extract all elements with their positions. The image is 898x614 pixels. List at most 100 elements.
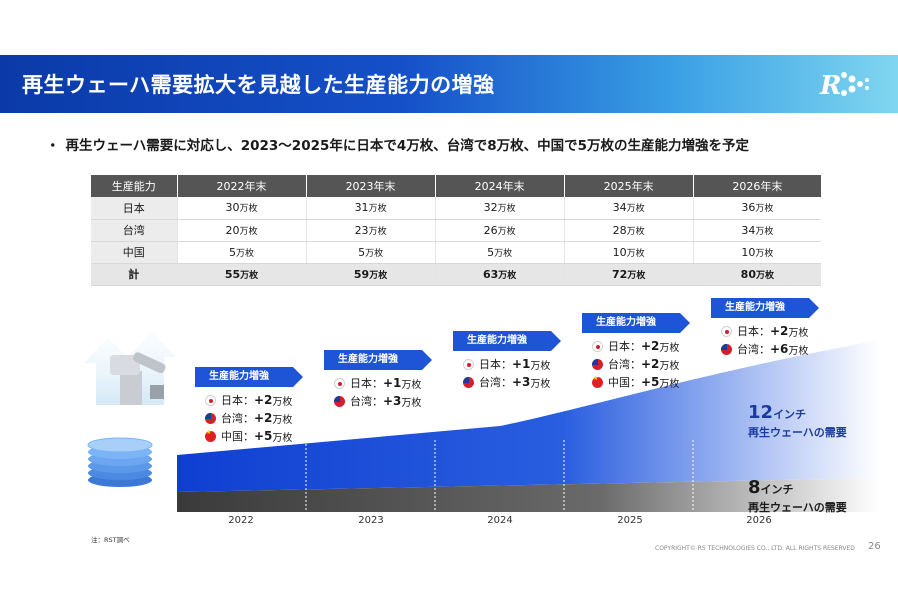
cell-value: 36	[741, 201, 756, 215]
row-label: 中国	[91, 241, 177, 264]
cell-value: 26	[483, 223, 498, 237]
bullet-text: 再生ウェーハ需要に対応し、2023～2025年に日本で4万枚、台湾で8万枚、中国…	[65, 138, 750, 154]
increase-unit: 万枚	[530, 378, 551, 390]
header-cell: 2023年末	[305, 175, 436, 197]
cell-value: 5	[229, 245, 237, 259]
increase-item: 台湾： +2 万枚	[582, 355, 698, 373]
slide: 再生ウェーハ需要拡大を見越した生産能力の増強 R ・再生ウェーハ需要に対応し、2…	[0, 55, 898, 555]
cell-unit: 万枚	[497, 226, 516, 237]
cell-unit: 万枚	[627, 270, 646, 281]
legend-12-number: 12	[748, 402, 774, 423]
cell-value: 10	[741, 245, 756, 259]
legend-12-unit: インチ	[773, 408, 807, 421]
cell-unit: 万枚	[626, 226, 645, 237]
increase-item: 日本： +2 万枚	[711, 322, 827, 340]
increase-item: 台湾： +2 万枚	[195, 409, 311, 427]
increase-unit: 万枚	[788, 345, 809, 357]
cell-value: 63	[482, 267, 499, 281]
table-cell: 30万枚	[176, 197, 307, 220]
x-tick-label: 2025	[617, 515, 643, 526]
separator: ：	[372, 377, 383, 390]
increase-item: 台湾： +3 万枚	[324, 392, 440, 410]
table-cell: 31万枚	[305, 197, 436, 220]
increase-item: 日本： +1 万枚	[324, 374, 440, 392]
cell-value: 5	[358, 245, 366, 259]
country-label: 中国	[608, 376, 630, 389]
separator: ：	[243, 430, 254, 443]
table-cell: 23万枚	[305, 219, 436, 242]
cell-unit: 万枚	[755, 204, 774, 215]
increase-unit: 万枚	[401, 397, 422, 409]
increase-box-2026: 生産能力増強 日本： +2 万枚 台湾： +6 万枚	[711, 298, 827, 358]
table-row: 中国 5万枚 5万枚 5万枚 10万枚 10万枚	[91, 241, 821, 264]
table-cell: 28万枚	[563, 219, 694, 242]
header-cell: 2022年末	[176, 175, 307, 197]
cell-value: 23	[354, 223, 369, 237]
cell-value: 34	[741, 223, 756, 237]
separator: ：	[759, 343, 770, 356]
japan-flag-icon	[592, 340, 603, 352]
increase-box-2024: 生産能力増強 日本： +1 万枚 台湾： +3 万枚	[453, 331, 569, 391]
cell-value: 28	[612, 223, 627, 237]
cell-unit: 万枚	[236, 248, 255, 259]
increase-heading: 生産能力増強	[582, 313, 690, 333]
increase-item: 日本： +2 万枚	[195, 391, 311, 409]
table-cell: 34万枚	[563, 197, 694, 220]
separator: ：	[243, 394, 254, 407]
japan-flag-icon	[334, 377, 345, 389]
cell-value: 5	[487, 245, 495, 259]
increase-value: +5	[641, 375, 660, 389]
cell-value: 34	[612, 201, 627, 215]
copyright-text: COPYRIGHT© RS TECHNOLOGIES CO., LTD. ALL…	[655, 545, 855, 552]
increase-item: 台湾： +6 万枚	[711, 340, 827, 358]
row-label: 日本	[91, 197, 177, 220]
cell-value: 32	[483, 201, 498, 215]
table-cell: 72万枚	[563, 263, 694, 286]
table-cell: 26万枚	[434, 219, 565, 242]
area-series	[177, 340, 880, 512]
cell-unit: 万枚	[365, 248, 384, 259]
table-cell: 80万枚	[692, 263, 821, 286]
separator: ：	[501, 358, 512, 371]
slide-title: 再生ウェーハ需要拡大を見越した生産能力の増強	[22, 73, 495, 97]
increase-heading: 生産能力増強	[324, 350, 432, 370]
country-label: 台湾	[350, 395, 372, 408]
separator: ：	[630, 340, 641, 353]
increase-value: +1	[512, 357, 531, 371]
increase-value: +2	[641, 339, 660, 353]
cell-unit: 万枚	[240, 270, 259, 281]
country-label: 台湾	[608, 358, 630, 371]
country-label: 日本	[608, 340, 630, 353]
x-tick-label: 2026	[746, 515, 772, 526]
separator: ：	[630, 358, 641, 371]
cell-unit: 万枚	[626, 204, 645, 215]
demand-chart	[84, 331, 880, 512]
increase-value: +6	[770, 342, 789, 356]
legend-12-subtitle: 再生ウェーハの需要	[748, 426, 847, 439]
increase-value: +2	[770, 324, 789, 338]
country-label: 台湾	[737, 343, 759, 356]
increase-unit: 万枚	[659, 342, 680, 354]
robot-arm-icon	[110, 352, 166, 405]
increase-item: 中国：+5万枚	[582, 373, 698, 391]
row-label: 台湾	[91, 219, 177, 242]
table-cell: 20万枚	[176, 219, 307, 242]
cell-value: 55	[224, 267, 241, 281]
increase-unit: 万枚	[659, 378, 680, 390]
separator: ：	[243, 412, 254, 425]
increase-box-2025: 生産能力増強 日本：+2万枚 台湾：+2万枚 中国：+5万枚	[582, 313, 698, 391]
table-total-row: 計 55万枚 59万枚 63万枚 72万枚 80万枚	[91, 263, 821, 286]
table-header-row: 生産能力 2022年末 2023年末 2024年末 2025年末 2026年末	[91, 175, 821, 197]
year-dividers	[305, 440, 694, 512]
increase-unit: 万枚	[272, 396, 293, 408]
row-label: 計	[91, 263, 177, 286]
separator: ：	[501, 376, 512, 389]
legend-12inch: 12インチ 再生ウェーハの需要	[748, 402, 847, 440]
country-label: 日本	[479, 358, 501, 371]
increase-heading: 生産能力増強	[453, 331, 561, 351]
country-label: 台湾	[221, 412, 243, 425]
taiwan-flag-icon	[463, 376, 474, 388]
increase-unit: 万枚	[401, 379, 422, 391]
wafer-stack-icon	[87, 437, 153, 487]
increase-box-2023: 生産能力増強 日本： +1 万枚 台湾： +3 万枚	[324, 350, 440, 410]
